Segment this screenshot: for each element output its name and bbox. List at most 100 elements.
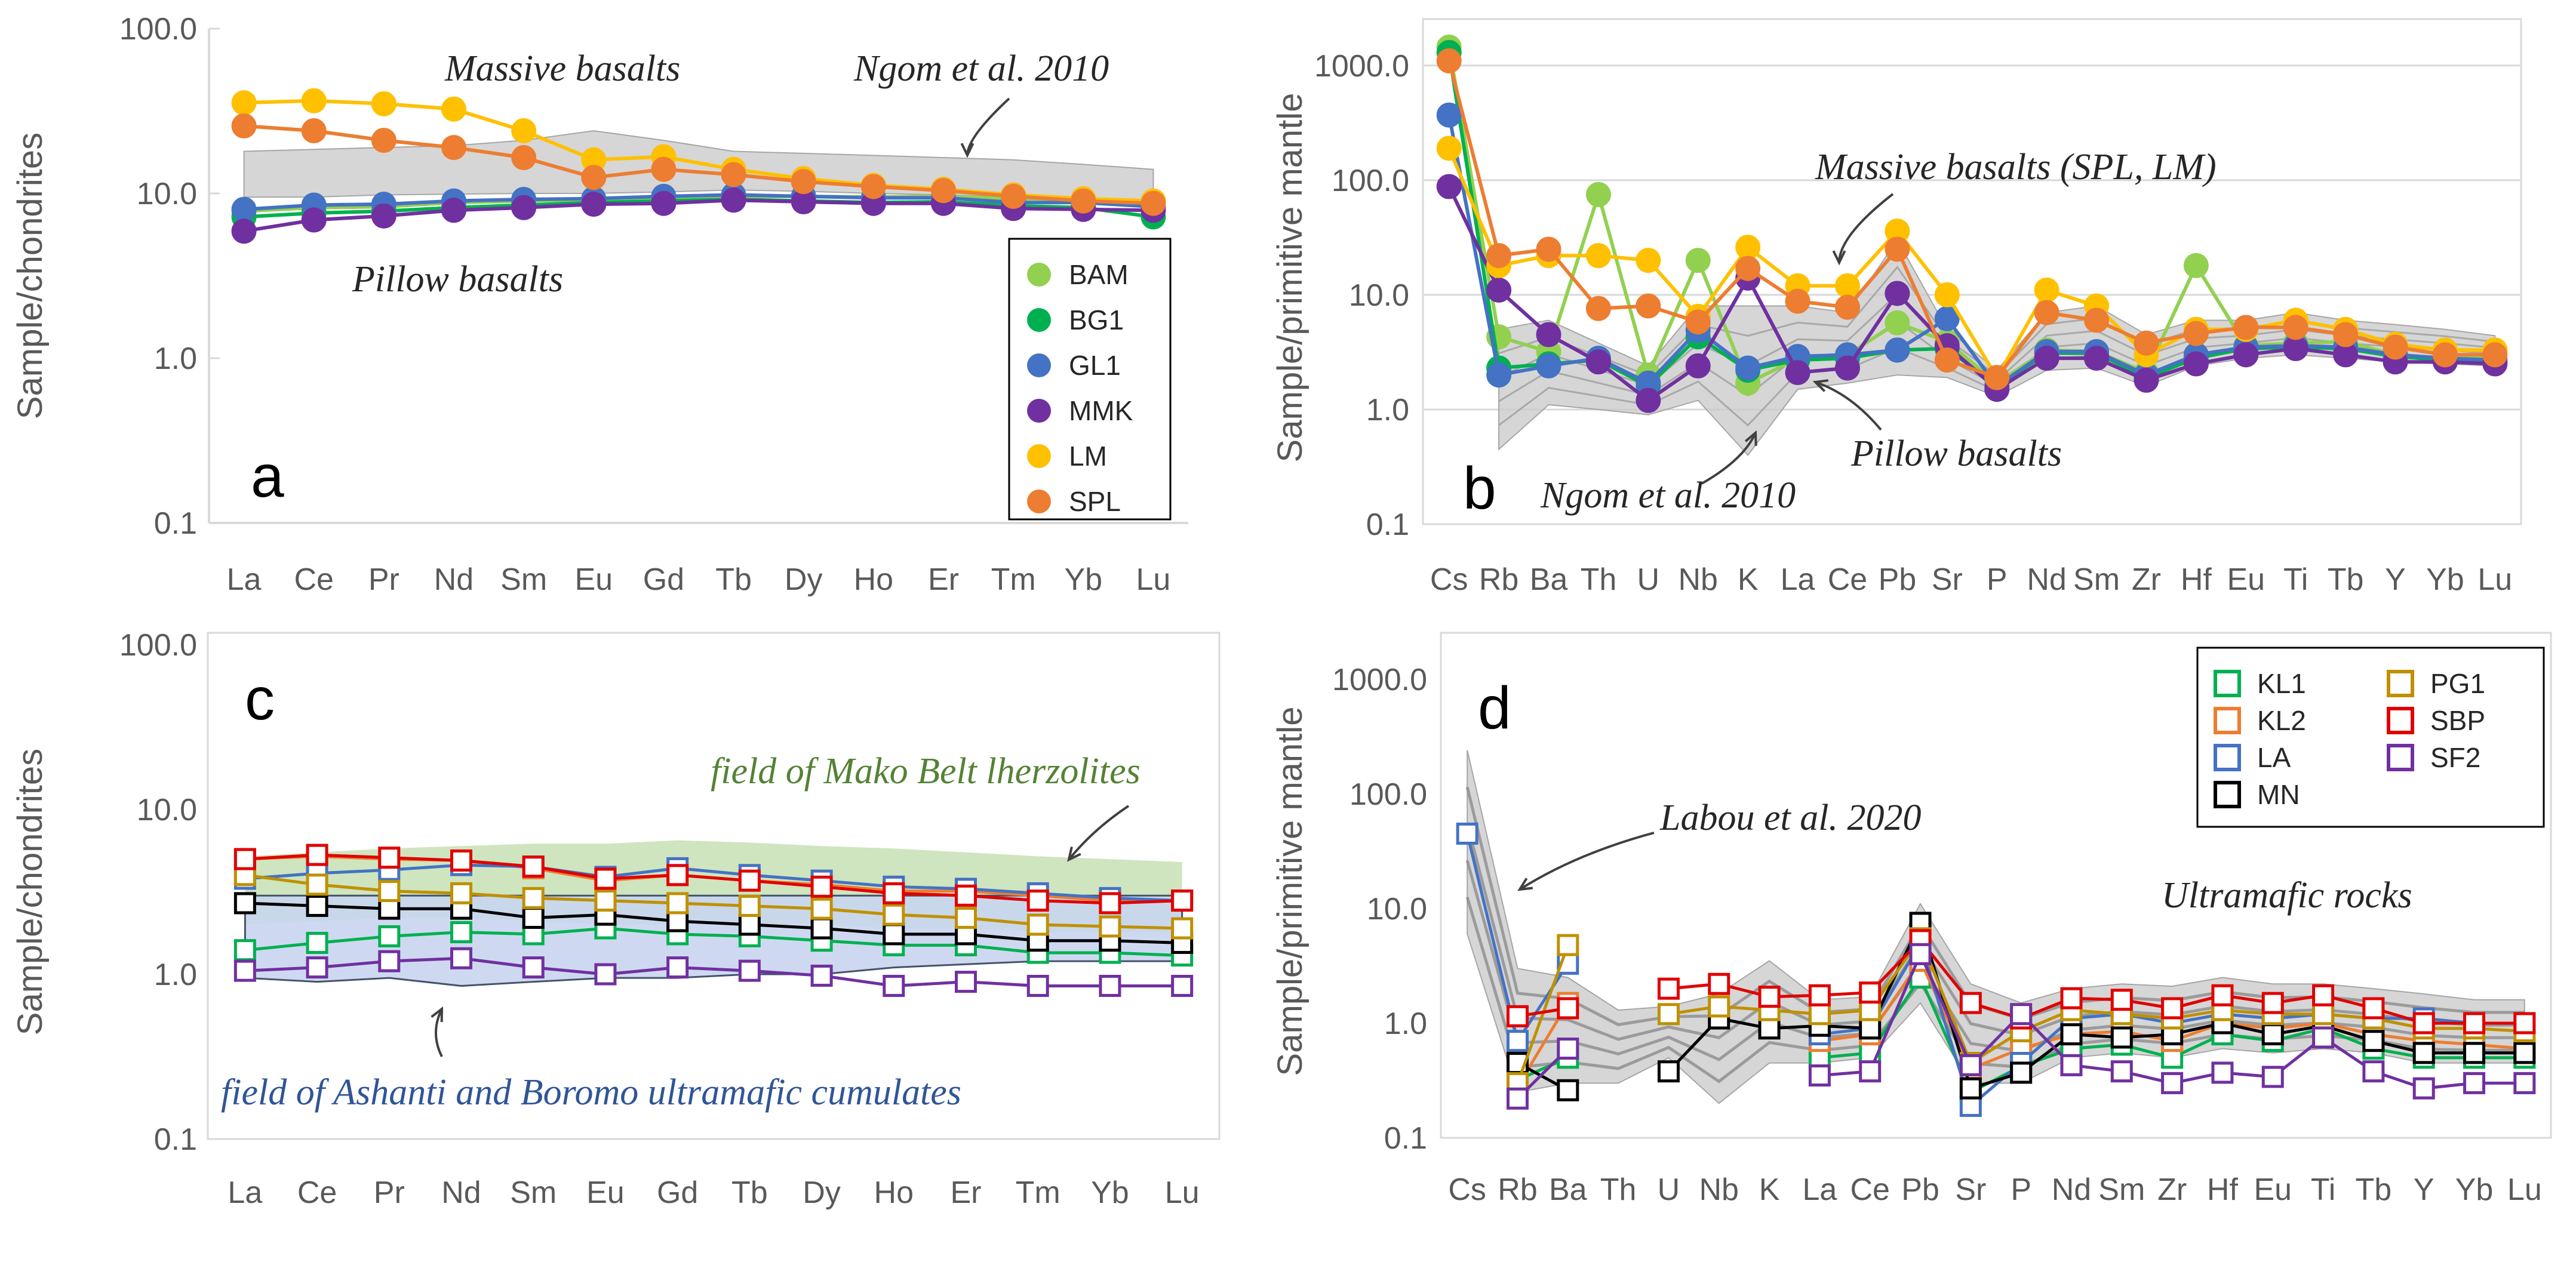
data-point-SBP bbox=[2110, 989, 2133, 1011]
data-point-SBP bbox=[1758, 986, 1781, 1008]
annotation-arrow bbox=[1518, 832, 1655, 891]
data-point-PG1 bbox=[1171, 917, 1194, 940]
annotation-arrow bbox=[1815, 381, 1882, 431]
y-tick-label: 1.0 bbox=[154, 341, 197, 376]
data-point-MN bbox=[666, 910, 689, 932]
plot-frame bbox=[207, 632, 1221, 1140]
series-line-SPL bbox=[1447, 60, 2495, 380]
data-point-LM bbox=[2034, 277, 2059, 303]
data-point-MMK bbox=[1885, 281, 1910, 306]
data-point-SPL bbox=[1885, 236, 1910, 262]
x-tick-label: Lu bbox=[2477, 562, 2512, 597]
panel-label: c bbox=[245, 666, 275, 732]
data-point-SPL bbox=[2283, 315, 2308, 340]
x-tick-label: Ba bbox=[1530, 562, 1568, 597]
data-point-SPL bbox=[860, 174, 886, 199]
data-point-MN bbox=[1557, 1079, 1579, 1101]
series-line-SF2 bbox=[245, 956, 1182, 988]
series-line-SBP bbox=[245, 853, 1182, 905]
legend: BAM BG1 GL1 MMK LM SPL bbox=[1008, 238, 1172, 521]
x-tick-label: La bbox=[1802, 1172, 1837, 1207]
data-point-MN bbox=[1859, 1017, 1882, 1040]
data-point-KL1 bbox=[378, 925, 401, 947]
data-point-MN bbox=[738, 913, 761, 936]
x-tick-label: Eu bbox=[574, 562, 613, 597]
data-point-PG1 bbox=[1808, 1003, 1831, 1026]
legend-label-KL1: KL1 bbox=[2257, 668, 2306, 699]
legend-label-LM: LM bbox=[1069, 441, 1107, 472]
data-point-SF2 bbox=[2161, 1072, 2184, 1094]
data-point-SBP bbox=[2211, 984, 2234, 1006]
legend-label-PG1: PG1 bbox=[2430, 668, 2485, 699]
legend-marker-LM bbox=[1027, 444, 1051, 468]
x-tick-label: Tm bbox=[991, 562, 1036, 597]
data-point-MN bbox=[2060, 1023, 2083, 1046]
data-point-SF2 bbox=[738, 959, 761, 982]
legend-marker-GL1 bbox=[1027, 353, 1051, 377]
data-point-LM bbox=[511, 118, 537, 144]
data-point-SPL bbox=[1141, 190, 1166, 216]
panel-a: 100.0 10.0 1.0 0.1 Sample/chondrites La Ce Pr Nd… bbox=[11, 12, 1188, 597]
data-point-MN bbox=[522, 906, 545, 929]
x-tick-label: Tm bbox=[1016, 1175, 1060, 1210]
annotation-arrowhead bbox=[1744, 430, 1757, 447]
data-point-LM bbox=[1436, 136, 1462, 161]
data-point-SBP bbox=[1506, 1005, 1529, 1027]
data-point-SPL bbox=[2333, 322, 2359, 347]
data-point-PG1 bbox=[594, 889, 617, 912]
data-point-SF2 bbox=[594, 963, 617, 986]
data-point-SBP bbox=[378, 847, 401, 869]
data-point-SBP bbox=[306, 844, 328, 866]
annotation: field of Ashanti and Boromo ultramafic c… bbox=[221, 1072, 961, 1113]
x-tick-label: P bbox=[2011, 1172, 2031, 1207]
data-point-MMK bbox=[1536, 322, 1561, 347]
x-tick-label: Lu bbox=[1165, 1175, 1200, 1210]
x-tick-label: Pb bbox=[1901, 1172, 1939, 1207]
data-point-SBP bbox=[522, 855, 545, 878]
annotation: Ultramafic rocks bbox=[2162, 875, 2412, 916]
data-point-SF2 bbox=[233, 959, 256, 982]
data-point-SPL bbox=[2183, 321, 2209, 346]
legend-marker-BG1 bbox=[1027, 308, 1051, 332]
data-point-SF2 bbox=[1506, 1087, 1529, 1110]
data-point-SF2 bbox=[306, 956, 328, 979]
data-point-SPL bbox=[511, 144, 537, 170]
data-point-PG1 bbox=[666, 892, 689, 915]
annotation-arrow bbox=[435, 1008, 443, 1057]
data-point-SBP bbox=[1708, 972, 1730, 995]
annotation-arrowhead bbox=[1067, 847, 1081, 862]
data-point-SPL bbox=[2432, 342, 2458, 368]
data-point-PG1 bbox=[1099, 915, 1121, 938]
data-point-MMK bbox=[721, 187, 746, 213]
data-point-SPL bbox=[1436, 48, 1462, 73]
y-tick-label: 10.0 bbox=[137, 177, 197, 211]
x-tick-label: Lu bbox=[2507, 1172, 2542, 1207]
data-point-BAM bbox=[1885, 310, 1910, 335]
data-point-MN bbox=[306, 894, 328, 917]
data-point-PG1 bbox=[1026, 913, 1049, 936]
panel-label: b bbox=[1463, 455, 1496, 522]
data-point-MMK bbox=[2183, 351, 2209, 377]
data-point-SPL bbox=[1735, 256, 1761, 281]
x-tick-label: La bbox=[228, 1175, 262, 1210]
data-point-LA bbox=[1506, 1030, 1529, 1052]
data-point-SBP bbox=[1657, 977, 1680, 1000]
data-point-SBP bbox=[1808, 984, 1831, 1006]
data-point-PG1 bbox=[450, 882, 472, 904]
annotation: Massive basalts (SPL, LM) bbox=[1815, 147, 2217, 187]
legend-marker-MN bbox=[2214, 781, 2241, 808]
data-point-SF2 bbox=[2211, 1061, 2234, 1084]
x-tick-label: Tb bbox=[715, 562, 752, 597]
legend-marker-KL2 bbox=[2214, 707, 2241, 734]
y-tick-label: 1000.0 bbox=[1332, 663, 1427, 697]
data-point-SF2 bbox=[2513, 1072, 2536, 1094]
data-point-SPL bbox=[791, 169, 816, 195]
data-point-MMK bbox=[301, 207, 327, 233]
data-point-GL1 bbox=[231, 196, 257, 222]
x-tick-label: Sm bbox=[510, 1175, 557, 1210]
x-tick-label: Yb bbox=[1091, 1175, 1129, 1210]
data-point-SBP bbox=[1859, 981, 1882, 1004]
data-point-GL1 bbox=[1436, 102, 1462, 128]
data-point-SF2 bbox=[2312, 1026, 2335, 1049]
